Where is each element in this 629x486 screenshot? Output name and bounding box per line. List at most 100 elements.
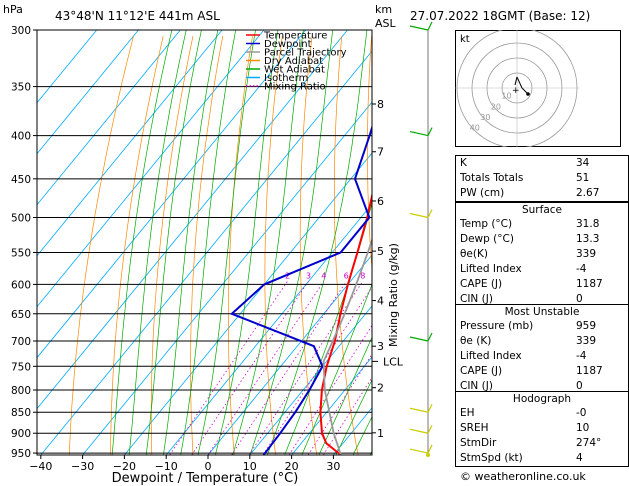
mixing-ratio-line	[207, 281, 325, 455]
surface-row: θe(K) 339	[460, 248, 597, 260]
temperature-tick-label: −30	[71, 460, 94, 473]
location-title: 43°48'N 11°12'E 441m ASL	[55, 9, 220, 23]
hodograph-row: StmDir 274°	[460, 437, 602, 449]
pressure-tick-label: 900	[11, 428, 31, 440]
mixing-ratio-label: 8	[360, 271, 365, 280]
wet-adiabat-line	[249, 30, 334, 455]
isotherm-line	[82, 101, 372, 455]
mixing-ratio-line	[288, 324, 372, 455]
hpa-label: hPa	[3, 3, 23, 16]
hodograph-ring-label: 40	[470, 124, 480, 133]
temperature-tick-label: −10	[155, 460, 178, 473]
wind-barb	[427, 209, 433, 218]
wind-barb	[427, 444, 433, 454]
parcel-trajectory-profile	[322, 237, 372, 455]
pressure-tick-label: 500	[11, 212, 31, 224]
legend-label: Wet Adiabat	[264, 65, 325, 76]
pressure-tick-label: 550	[11, 247, 31, 259]
isotherm-line	[165, 203, 372, 455]
height-tick-label: 2	[377, 382, 384, 395]
pressure-tick-label: 750	[11, 361, 31, 373]
isotherm-line	[37, 30, 265, 308]
hodograph-trace	[516, 76, 523, 89]
temperature-tick-label: 0	[205, 460, 212, 473]
height-tick-label: 6	[377, 195, 384, 208]
dry-adiabat-line	[400, 36, 441, 455]
indices-table: K 34 Totals Totals 51 PW (cm) 2.67	[455, 155, 629, 202]
wet-adiabat-line	[301, 283, 372, 455]
most-unstable-title: Most Unstable	[504, 306, 580, 318]
legend-label: Dry Adiabat	[264, 56, 323, 67]
wet-adiabat-line	[318, 336, 372, 455]
hodograph-trace	[514, 76, 518, 86]
legend-label: Mixing Ratio	[264, 82, 326, 93]
dry-adiabat-line	[228, 36, 253, 455]
most-unstable-row: θe (K) 339	[460, 335, 597, 347]
isotherm-line	[124, 152, 372, 455]
hodograph-row: EH -0	[460, 407, 587, 419]
hodograph-title: Hodograph	[512, 393, 572, 405]
dry-adiabat-line	[264, 36, 283, 455]
mixing-ratio-line	[322, 376, 372, 455]
copyright-footer: © weatheronline.co.uk	[460, 470, 586, 483]
hodograph-table: Hodograph EH -0 SREH 10 StmDir 274° StmSpd …	[455, 391, 629, 467]
height-tick-label: 7	[377, 146, 384, 159]
most-unstable-row: Pressure (mb) 959	[460, 320, 597, 332]
pressure-tick-label: 650	[11, 309, 31, 321]
dry-adiabat-line	[190, 36, 224, 455]
isotherm-line	[37, 30, 98, 104]
hodograph-ring-label: 30	[480, 113, 490, 122]
mixing-ratio-label: 25	[428, 271, 438, 280]
isotherm-line	[37, 30, 348, 410]
hodograph-trace	[521, 87, 528, 94]
hodograph-ring-label: 10	[501, 92, 511, 101]
dry-adiabat-line	[367, 36, 372, 274]
pressure-tick-label: 350	[11, 82, 31, 94]
hodograph-row: StmSpd (kt) 4	[460, 452, 583, 464]
mixing-ratio-label: 6	[344, 271, 349, 280]
wet-adiabat-line	[163, 30, 219, 455]
legend-label: Dewpoint	[264, 39, 312, 50]
surface-row: CIN (J) 0	[460, 293, 583, 305]
x-axis-label: Dewpoint / Temperature (°C)	[112, 471, 299, 486]
mixing-ratio-label: 10	[371, 271, 381, 280]
hodograph-ring-label: 20	[491, 102, 501, 111]
most-unstable-row: Lifted Index -4	[460, 350, 587, 362]
pressure-tick-label: 850	[11, 407, 31, 419]
most-unstable-table: Most Unstable Pressure (mb) 959 θe (K) 339…	[455, 304, 629, 395]
pressure-tick-label: 800	[11, 385, 31, 397]
mixing-ratio-label: 2	[285, 271, 290, 280]
isotherm-line	[37, 30, 223, 257]
mixing-ratio-label: 3	[306, 271, 311, 280]
isotherm-line	[37, 30, 181, 206]
height-tick-label: 3	[377, 340, 384, 353]
temperature-profile	[319, 191, 372, 455]
surface-table: Surface Temp (°C) 31.8 Dewp (°C) 13.3 θe(K…	[455, 202, 629, 308]
mixing-ratio-line	[191, 281, 309, 455]
wet-adiabat-line	[284, 201, 372, 455]
height-tick-label: 5	[377, 245, 384, 258]
isotherm-line	[37, 30, 307, 359]
mixing-ratio-line	[307, 353, 372, 455]
wind-barbs	[409, 21, 433, 457]
hodograph-origin-marker: +	[512, 86, 520, 96]
dry-adiabat-line	[299, 36, 318, 455]
surface-row: Lifted Index -4	[460, 263, 587, 275]
index-row: PW (cm) 2.67	[460, 187, 600, 199]
temperature-tick-label: 10	[243, 460, 257, 473]
wind-barb	[409, 407, 429, 413]
mixing-ratio-line	[262, 286, 372, 455]
wind-barb-surface-dot	[426, 453, 430, 457]
km-label: km	[375, 3, 392, 16]
isotherm-line	[291, 356, 372, 455]
wind-barb	[427, 403, 433, 413]
wind-barb	[427, 424, 433, 434]
legend-label: Isotherm	[264, 73, 308, 84]
index-row: K 34	[460, 157, 590, 169]
wind-barb	[427, 332, 433, 342]
wet-adiabat-line	[197, 30, 256, 455]
wind-barb	[409, 428, 429, 434]
surface-row: Dewp (°C) 13.3	[460, 233, 600, 245]
pressure-tick-label: 400	[11, 131, 31, 143]
